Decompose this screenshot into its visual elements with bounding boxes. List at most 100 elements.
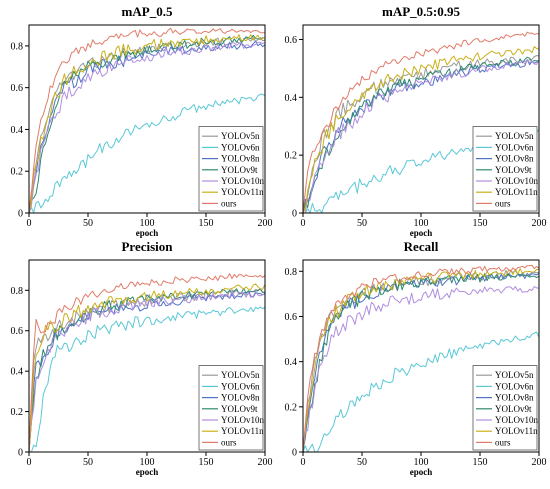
y-tick-label: 0.2	[11, 407, 24, 418]
x-tick-label: 0	[27, 457, 32, 468]
legend-entry: YOLOv5n	[495, 131, 534, 141]
legend-box	[198, 126, 264, 212]
x-tick-label: 200	[532, 218, 547, 229]
legend-entry: YOLOv10n	[495, 176, 538, 186]
legend-entry: ours	[221, 198, 237, 208]
series-line-yolov8n	[303, 272, 539, 452]
y-tick-label: 0.4	[11, 367, 24, 378]
legend-entry: YOLOv5n	[495, 370, 534, 380]
x-tick-label: 150	[199, 218, 214, 229]
legend-entry: YOLOv9t	[495, 165, 532, 175]
x-axis-label: epoch	[136, 467, 159, 477]
y-tick-label: 0	[292, 209, 297, 220]
series-line-ours	[303, 264, 539, 452]
legend-entry: YOLOv8n	[495, 154, 534, 164]
x-tick-label: 150	[199, 457, 214, 468]
legend-entry: YOLOv10n	[221, 176, 264, 186]
legend-entry: YOLOv5n	[221, 370, 260, 380]
series-line-yolov9t	[303, 273, 539, 452]
x-axis-label: epoch	[410, 467, 433, 477]
series-line-yolov6n	[29, 306, 265, 452]
chart-title: Precision	[121, 239, 173, 254]
legend-entry: YOLOv11n	[495, 426, 538, 436]
y-tick-label: 0	[18, 448, 23, 459]
legend-entry: YOLOv6n	[221, 381, 260, 391]
series-line-yolov10n	[303, 286, 539, 452]
legend-entry: YOLOv10n	[495, 415, 538, 425]
series-group	[303, 264, 539, 452]
x-tick-label: 50	[357, 457, 367, 468]
x-tick-label: 150	[473, 457, 488, 468]
legend-entry: YOLOv6n	[221, 142, 260, 152]
y-tick-label: 0.6	[11, 326, 24, 337]
chart-panel-recall: Recall 0 50 100 150 200 0 0.2 0.4 0.6 0.8 epoch YOLO…	[285, 239, 547, 477]
legend-entry: YOLOv9t	[495, 404, 532, 414]
y-tick-label: 0	[18, 209, 23, 220]
legend-entry: YOLOv6n	[495, 381, 534, 391]
series-line-yolov10n	[29, 290, 265, 452]
chart-panel-map50-95: mAP_0.5:0.95 0 50 100 150 200 0 0.2 0.4 0.6 epoch Y…	[285, 4, 547, 238]
series-line-yolov8n	[303, 59, 539, 213]
legend-entry: ours	[221, 437, 237, 447]
y-tick-label: 0.6	[285, 312, 298, 323]
y-tick-label: 0.2	[285, 402, 298, 413]
x-tick-label: 100	[140, 218, 155, 229]
chart-title: mAP_0.5	[122, 4, 173, 19]
series-line-yolov6n	[29, 93, 265, 213]
y-tick-label: 0.2	[11, 167, 24, 178]
series-line-yolov8n	[29, 290, 265, 452]
series-line-ours	[29, 273, 265, 452]
x-tick-label: 200	[258, 457, 273, 468]
legend-entry: YOLOv6n	[495, 142, 534, 152]
legend-entry: YOLOv9t	[221, 165, 258, 175]
legend-entry: YOLOv11n	[495, 187, 538, 197]
y-tick-label: 0.8	[11, 41, 24, 52]
x-tick-label: 50	[83, 457, 93, 468]
legend-box	[472, 126, 538, 212]
series-line-yolov6n	[303, 331, 539, 452]
series-group	[29, 27, 265, 213]
x-tick-label: 200	[532, 457, 547, 468]
series-line-yolov10n	[303, 59, 539, 213]
x-tick-label: 0	[301, 457, 306, 468]
x-tick-label: 0	[27, 218, 32, 229]
series-line-yolov11n	[29, 34, 265, 213]
series-line-ours	[303, 31, 539, 213]
x-tick-label: 200	[258, 218, 273, 229]
y-tick-label: 0.6	[11, 83, 24, 94]
legend-entry: YOLOv11n	[221, 187, 264, 197]
legend-box	[198, 365, 264, 451]
x-tick-label: 100	[414, 457, 429, 468]
y-tick-label: 0.8	[11, 286, 24, 297]
x-tick-label: 150	[473, 218, 488, 229]
legend-entry: YOLOv9t	[221, 404, 258, 414]
x-tick-label: 100	[140, 457, 155, 468]
legend-entry: YOLOv8n	[495, 393, 534, 403]
y-tick-label: 0.6	[285, 35, 298, 46]
x-axis-label: epoch	[136, 228, 159, 238]
x-tick-label: 0	[301, 218, 306, 229]
chart-title: mAP_0.5:0.95	[382, 4, 460, 19]
chart-panel-map50: mAP_0.5 0 50 100 150 200 0 0.2 0.4 0.6 0.8 epoch YOL…	[11, 4, 273, 238]
y-tick-label: 0.4	[285, 357, 298, 368]
series-line-yolov11n	[303, 268, 539, 452]
legend-entry: ours	[495, 437, 511, 447]
legend-box	[472, 365, 538, 451]
y-tick-label: 0.2	[285, 151, 298, 162]
chart-title: Recall	[404, 239, 439, 254]
series-group	[303, 31, 539, 213]
y-tick-label: 0.4	[11, 125, 24, 136]
legend-entry: YOLOv11n	[221, 426, 264, 436]
y-tick-label: 0.8	[285, 267, 298, 278]
legend-entry: YOLOv8n	[221, 393, 260, 403]
x-axis-label: epoch	[410, 228, 433, 238]
x-tick-label: 100	[414, 218, 429, 229]
legend-entry: YOLOv8n	[221, 154, 260, 164]
legend-entry: ours	[495, 198, 511, 208]
